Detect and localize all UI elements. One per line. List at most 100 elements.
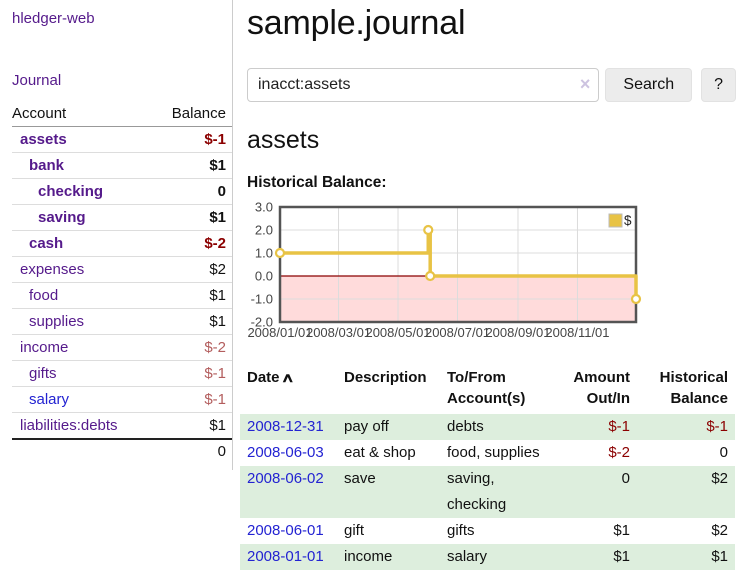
register-date-link[interactable]: 2008-06-02 <box>247 469 324 487</box>
account-row: assets $-1 <box>12 127 232 153</box>
chart-container: $3.0 2.0 1.0 0.0 -1.0 -2.0 2008/01/01 2008/03/0… <box>240 199 736 348</box>
account-row: bank $1 <box>12 152 232 179</box>
account-balance: $1 <box>152 204 232 231</box>
account-link[interactable]: expenses <box>20 261 85 278</box>
register-accounts: debts <box>440 413 560 440</box>
account-balance: $1 <box>152 412 232 439</box>
register-header-description: Description <box>344 368 427 386</box>
account-balance: $-1 <box>204 131 226 148</box>
chart-data-point <box>425 270 436 281</box>
chart-x-tick-label: 2008/05/01 <box>365 325 430 340</box>
register-balance: $1 <box>637 543 735 570</box>
account-balance: $-2 <box>152 230 232 257</box>
account-balance: $-1 <box>152 360 232 387</box>
chart-y-tick-label: 2.0 <box>255 222 273 237</box>
account-row: saving $1 <box>12 204 232 231</box>
register-table: Date∧ Description To/From Account(s) Amo… <box>240 366 735 570</box>
chart-legend-label: $ <box>624 213 632 228</box>
account-row: checking 0 <box>12 178 232 205</box>
register-description: eat & shop <box>344 443 416 461</box>
account-row: income $-2 <box>12 334 232 361</box>
account-link[interactable]: checking <box>38 183 104 200</box>
clear-search-icon[interactable]: × <box>579 74 591 95</box>
account-balance: $-1 <box>152 386 232 413</box>
register-balance: $-1 <box>637 413 735 440</box>
register-description: save <box>337 465 440 518</box>
hledger-web-app: hledger-web Journal Account Balance asse… <box>12 0 742 570</box>
register-description: gift <box>344 521 365 539</box>
register-accounts: food, supplies <box>447 443 540 461</box>
chart-x-tick-label: 2008/07/01 <box>425 325 490 340</box>
help-button[interactable]: ? <box>701 68 736 103</box>
account-row: cash $-2 <box>12 230 232 257</box>
app-brand-link[interactable]: hledger-web <box>12 10 95 27</box>
account-balance: $1 <box>152 308 232 335</box>
register-amount: $1 <box>560 543 637 570</box>
account-link[interactable]: supplies <box>29 313 85 330</box>
register-balance: 0 <box>719 443 728 461</box>
accounts-table-body: assets $-1 bank $1 checking 0 saving $1 … <box>12 127 232 439</box>
search-button[interactable]: Search <box>605 68 693 103</box>
register-accounts: salary <box>440 543 560 570</box>
accounts-table: Account Balance assets $-1 bank $1 check… <box>12 101 232 464</box>
account-link[interactable]: bank <box>29 157 65 174</box>
chart-x-tick-label: 2008/09/01 <box>485 325 550 340</box>
account-link[interactable]: gifts <box>29 365 57 382</box>
register-balance: $2 <box>711 521 728 539</box>
register-description: pay off <box>337 413 440 440</box>
sort-ascending-icon: ∧ <box>280 369 295 385</box>
register-amount: $-2 <box>608 443 630 461</box>
register-accounts: saving, checking <box>440 465 560 518</box>
account-row: food $1 <box>12 282 232 309</box>
chart-x-tick-label: 2008/03/01 <box>306 325 371 340</box>
register-row: 2008-01-01 income salary $1 $1 <box>240 543 735 570</box>
account-balance: 0 <box>152 178 232 205</box>
account-link[interactable]: income <box>20 339 69 356</box>
chart-x-tick-label: 2008/11/01 <box>545 325 609 340</box>
account-row: gifts $-1 <box>12 360 232 387</box>
search-form: × Search ? <box>247 68 736 103</box>
accounts-header-balance: Balance <box>152 101 232 127</box>
account-link[interactable]: salary <box>29 391 70 408</box>
register-amount: $-1 <box>560 413 637 440</box>
register-header-balance: Historical Balance <box>659 368 728 407</box>
register-date-link[interactable]: 2008-06-03 <box>247 443 324 461</box>
register-header-amount: Amount Out/In <box>573 368 630 407</box>
chart-data-point <box>274 247 286 258</box>
register-date-link[interactable]: 2008-12-31 <box>247 417 324 435</box>
account-link[interactable]: liabilities:debts <box>20 417 118 434</box>
chart-y-tick-label: 1.0 <box>255 245 273 260</box>
chart-border <box>278 205 638 323</box>
accounts-total-row: 0 <box>12 438 232 464</box>
search-input[interactable] <box>247 68 600 103</box>
register-amount: $1 <box>613 521 630 539</box>
chart-data-point <box>630 293 642 304</box>
register-row: 2008-06-01 gift gifts $1 $2 <box>240 518 735 544</box>
chart-label: Historical Balance: <box>247 173 387 191</box>
accounts-header-account: Account <box>12 101 153 127</box>
account-balance: $1 <box>152 152 232 179</box>
register-body: 2008-12-31 pay off debts $-1 $-1 2008-06… <box>240 413 735 570</box>
register-header-date[interactable]: Date∧ <box>247 368 295 386</box>
register-row: 2008-06-03 eat & shop food, supplies $-2… <box>240 440 735 466</box>
account-balance: $-2 <box>152 334 232 361</box>
account-row: liabilities:debts $1 <box>12 412 232 439</box>
main-content: sample.journal × Search ? assets Histori… <box>233 0 742 570</box>
register-balance: $2 <box>637 465 735 518</box>
account-link[interactable]: assets <box>20 131 67 148</box>
account-link[interactable]: cash <box>29 235 64 252</box>
account-section-title: assets <box>247 126 320 155</box>
account-balance: $2 <box>152 256 232 283</box>
chart-y-tick-label: -1.0 <box>251 291 273 306</box>
register-date-link[interactable]: 2008-06-01 <box>247 521 324 539</box>
search-box: × <box>247 68 600 103</box>
account-row: supplies $1 <box>12 308 232 335</box>
sidebar-item-journal[interactable]: Journal <box>12 72 62 89</box>
account-link[interactable]: saving <box>38 209 86 226</box>
account-link[interactable]: food <box>29 287 59 304</box>
register-date-link[interactable]: 2008-01-01 <box>247 547 324 565</box>
accounts-total-balance: 0 <box>152 438 232 464</box>
chart-y-tick-label: 0.0 <box>255 268 273 283</box>
register-description: income <box>337 543 440 570</box>
register-amount: 0 <box>560 465 637 518</box>
